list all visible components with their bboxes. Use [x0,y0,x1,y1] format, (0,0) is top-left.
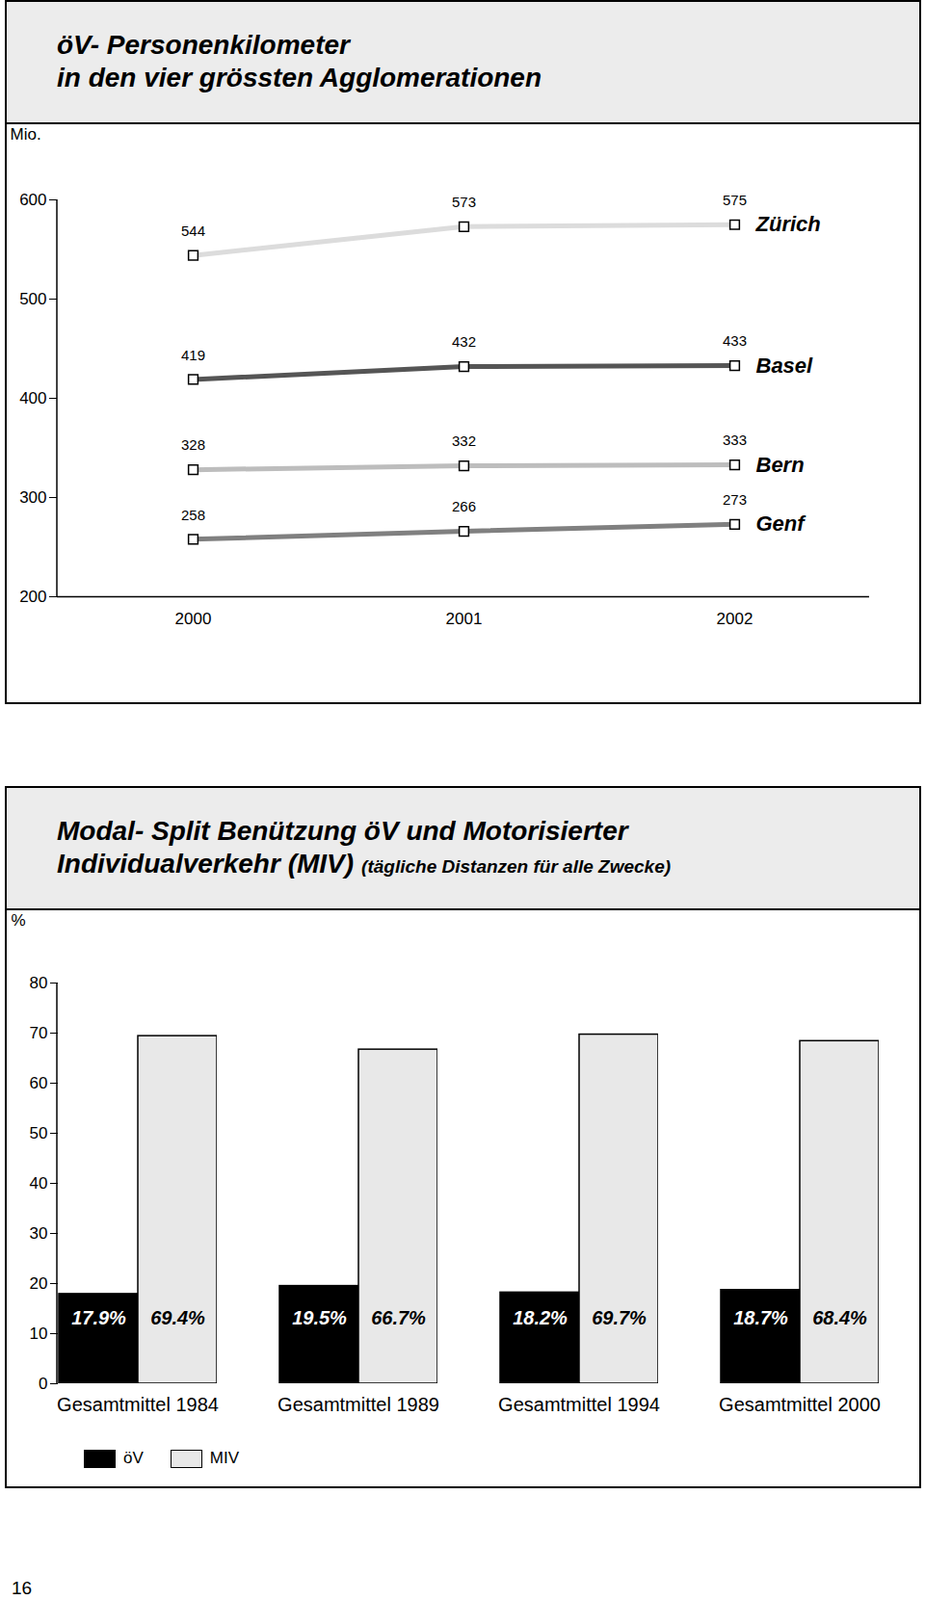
svg-text:500: 500 [19,290,47,309]
svg-text:19.5%: 19.5% [291,1307,347,1329]
svg-text:400: 400 [19,389,47,408]
html-text:Modal- Split Benützung öV und: Modal- Split Benützung öV und Motorisier… [56,816,671,879]
svg-text:18.2%: 18.2% [512,1307,568,1329]
svg-text:573: 573 [451,193,476,211]
svg-text:433: 433 [722,332,747,349]
svg-text:Gesamtmittel 1989: Gesamtmittel 1989 [277,1394,440,1416]
svg-text:40: 40 [29,1174,49,1193]
svg-text:Mio.: Mio. [10,125,42,144]
svg-text:50: 50 [29,1124,49,1143]
svg-text:69.7%: 69.7% [591,1307,647,1329]
svg-text:419: 419 [181,346,206,364]
html-text:öV- Personenkilometer in den v: öV- Personenkilometer in den vier grösst… [56,29,542,93]
html-text:16: 16 [11,1578,32,1599]
svg-text:69.4%: 69.4% [150,1307,206,1329]
svg-text:258: 258 [181,506,206,524]
svg-text:30: 30 [29,1224,49,1243]
svg-text:2001: 2001 [446,609,483,629]
svg-text:544: 544 [181,222,206,239]
svg-text:273: 273 [722,491,747,508]
svg-text:333: 333 [722,431,747,449]
html-text:öV: öV [123,1449,144,1468]
svg-text:Bern: Bern [756,452,805,477]
svg-text:Gesamtmittel 1994: Gesamtmittel 1994 [498,1394,661,1416]
svg-text:60: 60 [29,1074,49,1093]
svg-text:200: 200 [19,587,47,607]
svg-text:Gesamtmittel 1984: Gesamtmittel 1984 [56,1394,219,1416]
svg-text:70: 70 [29,1024,49,1043]
svg-text:575: 575 [722,191,747,209]
svg-text:266: 266 [451,498,476,515]
svg-text:Basel: Basel [756,353,815,378]
svg-text:0: 0 [38,1374,48,1394]
svg-text:Gesamtmittel 2000: Gesamtmittel 2000 [718,1394,881,1416]
svg-text:10: 10 [29,1324,49,1344]
svg-text:17.9%: 17.9% [71,1307,127,1329]
html-text:MIV: MIV [209,1449,239,1468]
svg-text:20: 20 [29,1274,49,1294]
svg-text:332: 332 [451,432,476,450]
svg-text:2002: 2002 [716,609,754,629]
svg-text:Genf: Genf [756,511,808,536]
svg-text:Zürich: Zürich [755,211,821,237]
svg-text:600: 600 [19,190,47,210]
svg-text:432: 432 [451,333,476,350]
svg-text:18.7%: 18.7% [733,1307,789,1329]
svg-text:300: 300 [19,488,47,507]
svg-text:80: 80 [29,974,49,993]
svg-text:2000: 2000 [175,609,212,629]
svg-text:66.7%: 66.7% [370,1307,426,1329]
svg-text:%: % [11,911,27,930]
svg-text:68.4%: 68.4% [812,1307,868,1329]
svg-text:328: 328 [181,436,206,453]
